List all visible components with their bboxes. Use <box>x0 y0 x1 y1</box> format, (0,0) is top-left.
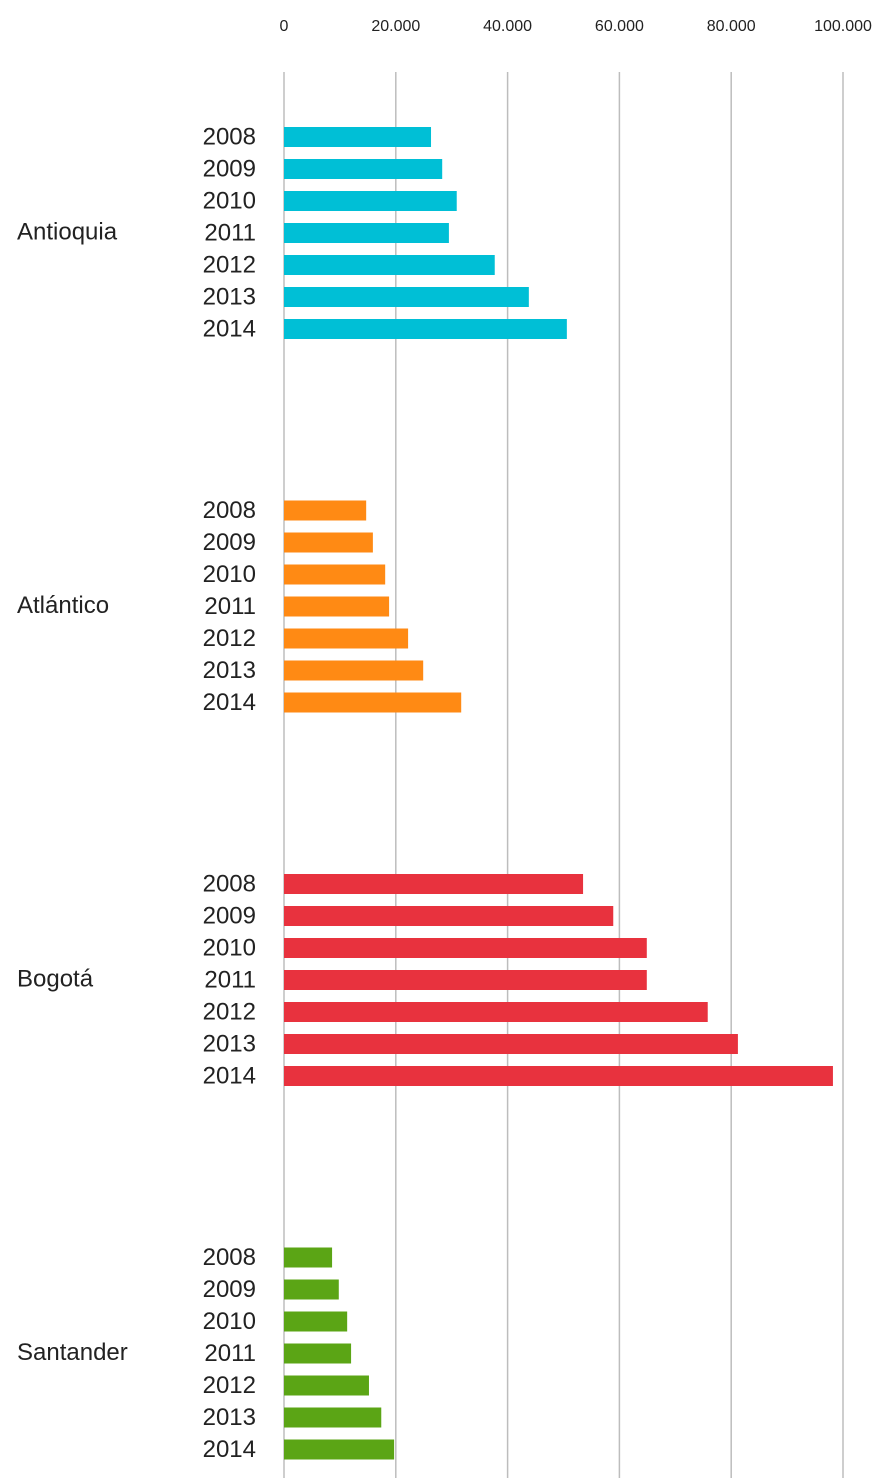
bar <box>284 500 367 521</box>
y-tick-label: 2014 <box>203 1436 256 1463</box>
group-label: Bogotá <box>17 965 94 992</box>
bar <box>284 159 443 179</box>
y-tick-label: 2011 <box>204 1340 256 1367</box>
bar <box>284 906 614 926</box>
group-label: Santander <box>17 1339 128 1366</box>
y-tick-label: 2010 <box>203 561 256 588</box>
bar <box>284 1343 352 1364</box>
y-tick-label: 2013 <box>203 283 256 310</box>
bar <box>284 938 647 958</box>
bar <box>284 1311 348 1332</box>
y-tick-label: 2012 <box>203 625 256 652</box>
y-tick-label: 2010 <box>203 1308 256 1335</box>
y-tick-label: 2008 <box>203 1244 256 1271</box>
y-tick-label: 2012 <box>203 1372 256 1399</box>
bar <box>284 692 462 713</box>
bar <box>284 287 529 307</box>
bar <box>284 874 584 894</box>
y-tick-label: 2010 <box>203 187 256 214</box>
y-tick-label: 2012 <box>203 251 256 278</box>
bar <box>284 564 386 585</box>
bar <box>284 596 390 617</box>
x-tick-label: 100.000 <box>814 18 872 35</box>
x-tick-label: 40.000 <box>483 18 532 35</box>
x-tick-label: 80.000 <box>707 18 756 35</box>
x-tick-label: 20.000 <box>371 18 420 35</box>
bar <box>284 660 424 681</box>
y-tick-label: 2011 <box>204 966 256 993</box>
bar <box>284 970 647 990</box>
y-tick-label: 2010 <box>203 934 256 961</box>
bar <box>284 1034 738 1054</box>
x-tick-label: 0 <box>280 18 289 35</box>
y-tick-label: 2009 <box>203 155 256 182</box>
bar <box>284 1002 708 1022</box>
y-tick-label: 2008 <box>203 870 256 897</box>
y-tick-label: 2009 <box>203 902 256 929</box>
y-tick-label: 2008 <box>203 123 256 150</box>
y-tick-label: 2014 <box>203 689 256 716</box>
y-tick-label: 2013 <box>203 1404 256 1431</box>
bar <box>284 319 567 339</box>
bar <box>284 1247 333 1268</box>
y-tick-label: 2014 <box>203 1062 256 1089</box>
bar <box>284 628 409 649</box>
y-tick-label: 2013 <box>203 1030 256 1057</box>
group-label: Atlántico <box>17 592 109 619</box>
y-tick-label: 2014 <box>203 315 256 342</box>
bar <box>284 255 495 275</box>
bar <box>284 127 432 147</box>
y-tick-label: 2009 <box>203 1276 256 1303</box>
y-tick-label: 2012 <box>203 998 256 1025</box>
y-tick-label: 2013 <box>203 657 256 684</box>
bar <box>284 1279 339 1300</box>
bar <box>284 532 373 553</box>
bar <box>284 1407 382 1428</box>
bar <box>284 1066 833 1086</box>
y-tick-label: 2008 <box>203 497 256 524</box>
x-tick-label: 60.000 <box>595 18 644 35</box>
y-tick-label: 2011 <box>204 593 256 620</box>
bar <box>284 1439 395 1460</box>
group-label: Antioquia <box>17 218 118 245</box>
y-tick-label: 2011 <box>204 219 256 246</box>
bar <box>284 223 449 243</box>
y-tick-label: 2009 <box>203 529 256 556</box>
bar <box>284 191 457 211</box>
bar <box>284 1375 369 1396</box>
